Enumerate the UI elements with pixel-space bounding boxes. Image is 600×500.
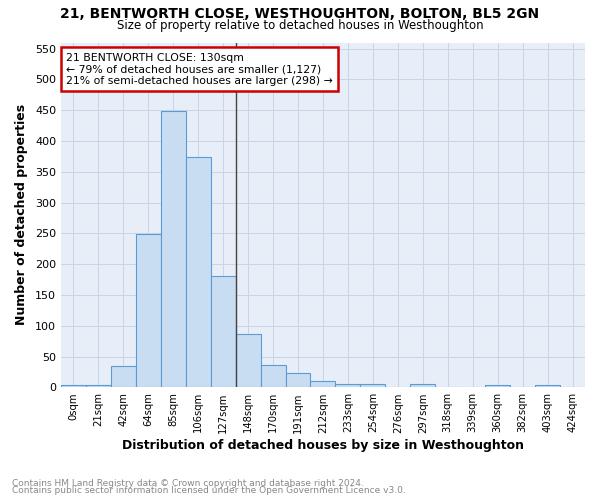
Bar <box>535 386 560 388</box>
Bar <box>335 384 361 388</box>
Bar <box>361 384 385 388</box>
Bar <box>61 386 86 388</box>
Bar <box>286 373 310 388</box>
Text: Contains public sector information licensed under the Open Government Licence v3: Contains public sector information licen… <box>12 486 406 495</box>
Bar <box>186 157 211 388</box>
Bar <box>485 386 510 388</box>
Bar <box>161 112 186 388</box>
Text: 21 BENTWORTH CLOSE: 130sqm
← 79% of detached houses are smaller (1,127)
21% of s: 21 BENTWORTH CLOSE: 130sqm ← 79% of deta… <box>66 53 333 86</box>
Bar <box>236 334 260 388</box>
Text: Contains HM Land Registry data © Crown copyright and database right 2024.: Contains HM Land Registry data © Crown c… <box>12 478 364 488</box>
Text: 21, BENTWORTH CLOSE, WESTHOUGHTON, BOLTON, BL5 2GN: 21, BENTWORTH CLOSE, WESTHOUGHTON, BOLTO… <box>61 8 539 22</box>
Text: Size of property relative to detached houses in Westhoughton: Size of property relative to detached ho… <box>116 19 484 32</box>
Bar <box>310 380 335 388</box>
Bar <box>86 386 111 388</box>
Bar <box>111 366 136 388</box>
Bar <box>410 384 435 388</box>
Y-axis label: Number of detached properties: Number of detached properties <box>15 104 28 326</box>
Bar <box>260 364 286 388</box>
Bar <box>136 234 161 388</box>
Bar <box>211 276 236 388</box>
X-axis label: Distribution of detached houses by size in Westhoughton: Distribution of detached houses by size … <box>122 440 524 452</box>
